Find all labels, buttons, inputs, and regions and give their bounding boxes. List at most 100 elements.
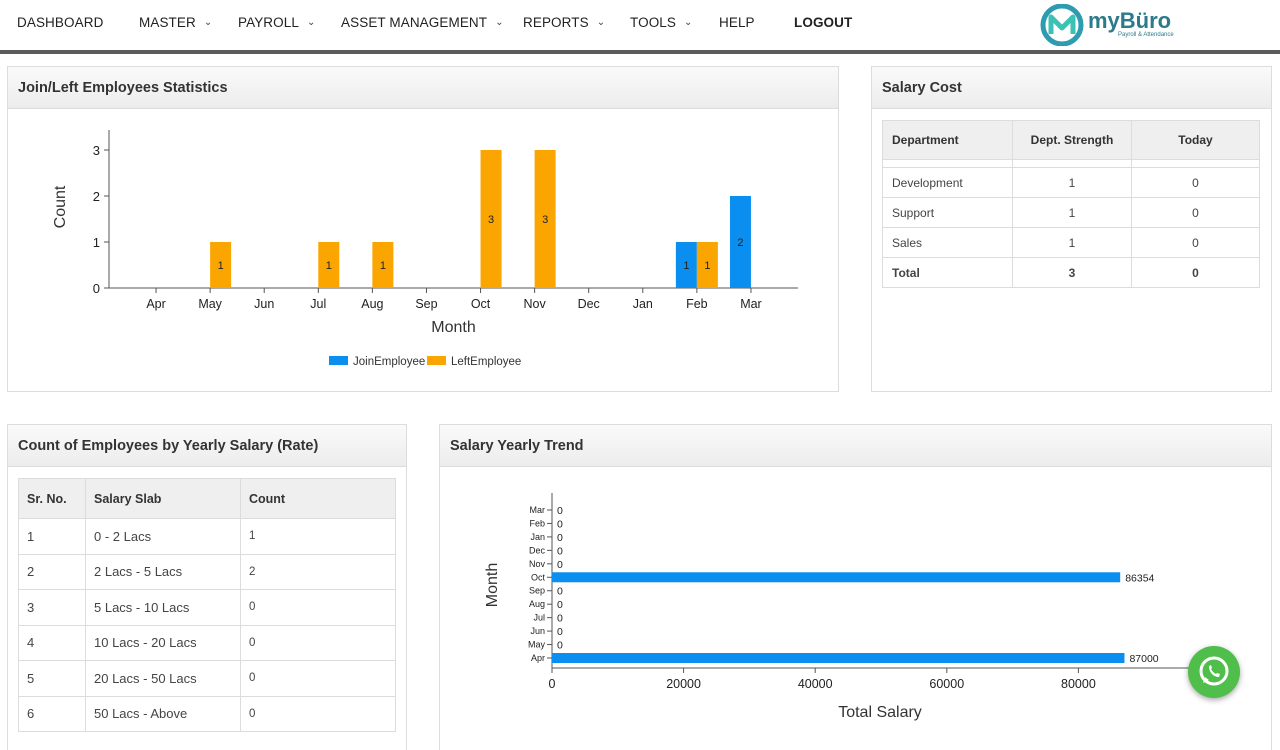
chevron-down-icon: ⌄ (596, 17, 606, 28)
bar-joinemployee (675, 242, 697, 288)
y-tick-label: Dec (529, 545, 546, 555)
legend-swatch (329, 356, 348, 365)
nav-master[interactable]: MASTER ⌄ (139, 15, 213, 30)
y-tick-label: Jul (533, 613, 545, 623)
nav-asset-management[interactable]: ASSET MANAGEMENT ⌄ (341, 15, 504, 30)
today-cell: 0 (1131, 197, 1260, 228)
column-header-sr-no: Sr. No. (18, 478, 86, 519)
x-tick-label: Feb (686, 297, 708, 311)
count-cell: 0 (240, 695, 396, 732)
y-tick-label: May (528, 640, 546, 650)
salary-slab-cell: 5 Lacs - 10 Lacs (85, 589, 241, 626)
nav-divider (0, 50, 1280, 54)
count-cell: 2 (240, 553, 396, 590)
bar-joinemployee (729, 196, 751, 288)
column-header-dept-strength: Dept. Strength (1012, 120, 1132, 160)
whatsapp-button[interactable] (1188, 646, 1240, 698)
bar-leftemployee (210, 242, 232, 288)
bar-leftemployee (318, 242, 340, 288)
total-label: Total (882, 257, 1013, 288)
department-cell: Sales (882, 227, 1013, 258)
x-tick-label: 40000 (798, 677, 833, 691)
nav-logout[interactable]: LOGOUT (794, 15, 853, 30)
data-label: 2 (737, 237, 743, 249)
salary-bar (552, 653, 1125, 663)
salary-trend-panel: Salary Yearly Trend Apr 87000 May 0 Jun 0 Jul 0… (439, 424, 1272, 750)
data-label: 1 (380, 260, 386, 272)
strength-cell: 1 (1012, 227, 1132, 258)
legend-swatch (427, 356, 446, 365)
y-tick-label: Aug (529, 599, 545, 609)
table-row: Sales 1 0 (882, 227, 1260, 258)
sr-no-cell: 5 (18, 660, 86, 697)
data-label: 3 (488, 214, 494, 226)
today-cell: 0 (1131, 167, 1260, 198)
x-tick-label: Jan (633, 297, 653, 311)
y-tick-label: 2 (93, 189, 100, 204)
data-label: 0 (557, 640, 563, 652)
chevron-down-icon: ⌄ (203, 17, 213, 28)
data-label: 0 (557, 518, 563, 530)
sr-no-cell: 2 (18, 553, 86, 590)
sr-no-cell: 6 (18, 695, 86, 732)
nav-tools[interactable]: TOOLS ⌄ (630, 15, 693, 30)
table-row: Support 1 0 (882, 197, 1260, 228)
logo-tagline: Payroll & Attendance (1118, 32, 1174, 38)
panel-title: Join/Left Employees Statistics (18, 80, 228, 96)
table-row: 5 20 Lacs - 50 Lacs 0 (18, 660, 396, 697)
join-left-chart: 0 1 2 3 Apr May 1 Jun Jul 1 Aug 1 Sep Oct 3 Nov 3 Dec Jan F… (52, 130, 798, 368)
legend-label: JoinEmployee (353, 356, 425, 368)
nav-payroll[interactable]: PAYROLL ⌄ (238, 15, 316, 30)
sr-no-cell: 3 (18, 589, 86, 626)
nav-dashboard[interactable]: DASHBOARD (17, 15, 104, 30)
salary-slab-cell: 0 - 2 Lacs (85, 518, 241, 555)
mybuero-logo[interactable]: myBüro Payroll & Attendance (1040, 4, 1190, 46)
y-tick-label: 0 (93, 281, 100, 296)
nav-reports[interactable]: REPORTS ⌄ (523, 15, 606, 30)
x-tick-label: 20000 (666, 677, 701, 691)
table-row: Development 1 0 (882, 167, 1260, 198)
x-tick-label: Jul (310, 297, 326, 311)
bar-leftemployee (372, 242, 394, 288)
bar-leftemployee (480, 150, 502, 288)
column-header-count: Count (240, 478, 396, 519)
data-label: 0 (557, 559, 563, 571)
x-tick-label: 0 (549, 677, 556, 691)
data-label: 0 (557, 599, 563, 611)
chevron-down-icon: ⌄ (684, 17, 693, 28)
chevron-down-icon: ⌄ (495, 17, 504, 28)
data-label: 0 (557, 505, 563, 517)
x-axis-title: Month (431, 319, 475, 336)
x-tick-label: Dec (578, 297, 600, 311)
total-strength: 3 (1012, 257, 1132, 288)
panel-title: Count of Employees by Yearly Salary (Rat… (18, 438, 319, 454)
y-tick-label: Nov (529, 559, 546, 569)
column-header-today: Today (1131, 120, 1260, 160)
x-tick-label: 60000 (929, 677, 964, 691)
salary-cost-table: Department Dept. Strength Today Developm… (882, 120, 1260, 288)
nav-help[interactable]: HELP (719, 15, 755, 30)
table-row: 6 50 Lacs - Above 0 (18, 695, 396, 732)
data-label: 1 (218, 260, 224, 272)
panel-header: Salary Cost (872, 67, 1271, 109)
y-tick-label: Mar (530, 505, 546, 515)
x-tick-label: 80000 (1061, 677, 1096, 691)
salary-slab-cell: 50 Lacs - Above (85, 695, 241, 732)
data-label: 1 (326, 260, 332, 272)
whatsapp-icon (1199, 656, 1229, 686)
x-tick-label: Mar (740, 297, 762, 311)
panel-title: Salary Cost (882, 80, 962, 96)
x-axis-title: Total Salary (838, 704, 922, 721)
x-tick-label: Aug (361, 297, 383, 311)
count-cell: 0 (240, 589, 396, 626)
sr-no-cell: 4 (18, 624, 86, 661)
x-tick-label: Apr (146, 297, 165, 311)
y-tick-label: Oct (531, 572, 546, 582)
panel-header: Join/Left Employees Statistics (8, 67, 838, 109)
x-tick-label: Jun (254, 297, 274, 311)
top-navigation: DASHBOARD MASTER ⌄ PAYROLL ⌄ ASSET MANAGEM… (0, 0, 1280, 54)
table-header-row: Department Dept. Strength Today (882, 120, 1260, 160)
employees-by-salary-panel: Count of Employees by Yearly Salary (Rat… (7, 424, 407, 750)
